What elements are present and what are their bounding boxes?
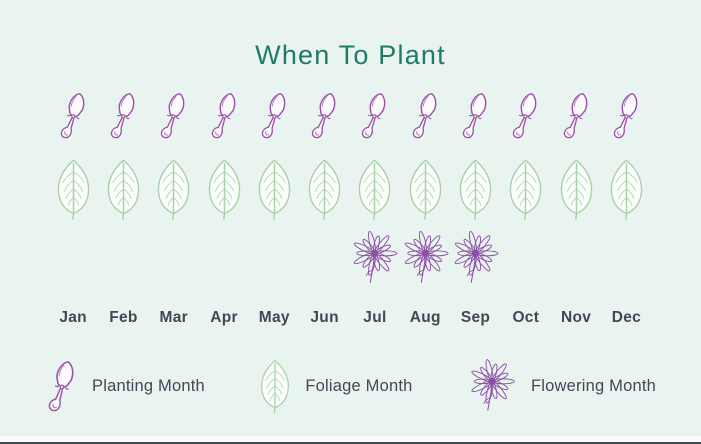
- leaf-icon: [455, 157, 496, 226]
- foliage-cell: [304, 157, 345, 225]
- leaf-icon: [204, 157, 245, 226]
- flowering-cell: [399, 229, 452, 292]
- month-column-aug: Aug: [400, 91, 450, 331]
- month-label: Nov: [561, 309, 592, 326]
- leaf-icon: [53, 157, 94, 226]
- month-column-apr: Apr: [199, 91, 249, 331]
- planting-cell: [510, 91, 541, 145]
- leaf-icon: [354, 157, 395, 226]
- month-column-sep: Sep: [450, 91, 500, 331]
- planting-cell: [410, 91, 441, 145]
- flower-icon: [449, 229, 502, 292]
- foliage-cell: [505, 157, 546, 225]
- planting-cell: [108, 91, 139, 145]
- trowel-icon: [460, 91, 491, 146]
- month-column-nov: Nov: [551, 91, 601, 331]
- planting-calendar: Jan Feb: [48, 91, 652, 331]
- month-label: May: [258, 309, 290, 326]
- leaf-icon: [254, 157, 295, 226]
- foliage-cell: [53, 157, 94, 225]
- flowering-cell: [348, 229, 401, 292]
- leaf-icon: [606, 157, 647, 226]
- legend-item-foliage: Foliage Month: [258, 357, 412, 415]
- month-column-jul: Jul: [350, 91, 400, 331]
- foliage-cell: [254, 157, 295, 225]
- month-label: Oct: [512, 309, 540, 326]
- month-column-mar: Mar: [149, 91, 199, 331]
- trowel-icon: [359, 91, 390, 146]
- leaf-icon: [103, 157, 144, 226]
- trowel-icon: [259, 91, 290, 146]
- planting-cell: [359, 91, 390, 145]
- month-label: Jul: [363, 309, 387, 326]
- flower-icon: [399, 229, 452, 292]
- trowel-icon: [510, 91, 541, 146]
- leaf-icon: [304, 157, 345, 226]
- trowel-icon: [561, 91, 592, 146]
- foliage-cell: [354, 157, 395, 225]
- legend-label: Foliage Month: [305, 376, 413, 395]
- foliage-cell: [606, 157, 647, 225]
- planting-cell: [259, 91, 290, 145]
- month-label: Jan: [59, 309, 87, 326]
- legend: Planting Month Foliage Month: [45, 357, 656, 415]
- legend-label: Flowering Month: [531, 376, 656, 395]
- foliage-cell: [153, 157, 194, 225]
- leaf-icon: [258, 357, 292, 415]
- month-label: Feb: [109, 309, 138, 326]
- trowel-icon: [158, 91, 189, 146]
- planting-cell: [158, 91, 189, 145]
- trowel-icon: [58, 91, 89, 146]
- month-label: Apr: [210, 309, 238, 326]
- month-label: Mar: [159, 309, 188, 326]
- page-title: When To Plant: [255, 40, 446, 70]
- month-label: Sep: [460, 309, 491, 326]
- planting-cell: [209, 91, 240, 145]
- planting-cell: [611, 91, 642, 145]
- flower-icon: [348, 229, 401, 292]
- leaf-icon: [153, 157, 194, 226]
- month-column-feb: Feb: [98, 91, 148, 331]
- trowel-icon: [611, 91, 642, 146]
- foliage-cell: [103, 157, 144, 225]
- leaf-icon: [505, 157, 546, 226]
- trowel-icon: [410, 91, 441, 146]
- foliage-cell: [405, 157, 446, 225]
- month-column-jan: Jan: [48, 91, 98, 331]
- trowel-icon: [45, 359, 79, 414]
- trowel-icon: [108, 91, 139, 146]
- foliage-cell: [556, 157, 597, 225]
- trowel-icon: [309, 91, 340, 146]
- month-label: Jun: [310, 309, 339, 326]
- legend-item-flowering: Flowering Month: [466, 357, 656, 415]
- foliage-cell: [455, 157, 496, 225]
- planting-cell: [460, 91, 491, 145]
- flowering-cell: [449, 229, 502, 292]
- legend-item-planting: Planting Month: [45, 359, 205, 414]
- planting-cell: [58, 91, 89, 145]
- flower-icon: [466, 357, 518, 415]
- planting-cell: [561, 91, 592, 145]
- month-label: Aug: [409, 309, 441, 326]
- legend-label: Planting Month: [92, 376, 205, 395]
- leaf-icon: [556, 157, 597, 226]
- month-label: Dec: [611, 309, 642, 326]
- planting-cell: [309, 91, 340, 145]
- foliage-cell: [204, 157, 245, 225]
- month-column-jun: Jun: [299, 91, 349, 331]
- leaf-icon: [405, 157, 446, 226]
- month-column-may: May: [249, 91, 299, 331]
- trowel-icon: [209, 91, 240, 146]
- month-column-oct: Oct: [501, 91, 551, 331]
- month-column-dec: Dec: [601, 91, 651, 331]
